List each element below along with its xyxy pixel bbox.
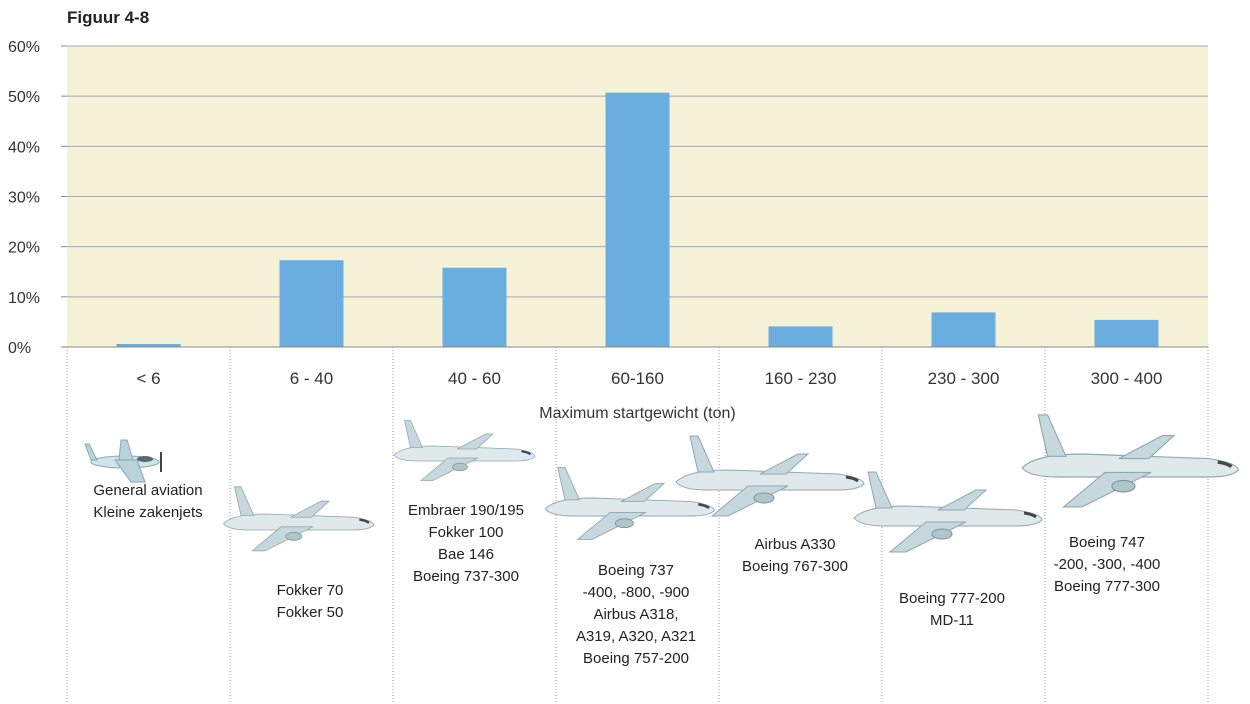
y-tick-label: 60% (8, 39, 40, 56)
y-tick-label: 10% (8, 290, 40, 307)
aircraft-description-line: Airbus A330 (754, 536, 836, 553)
aircraft-description-line: Boeing 747 (1069, 534, 1145, 551)
category-label: 160 - 230 (765, 369, 837, 388)
category-label: 6 - 40 (290, 369, 333, 388)
bar (605, 92, 670, 347)
aircraft-description-line: Boeing 777-300 (1054, 578, 1160, 595)
jumbo-jet-icon (1021, 414, 1239, 508)
aircraft-description-line: General aviation (93, 482, 203, 499)
bar (116, 343, 181, 347)
bar (442, 267, 507, 347)
aircraft-description-line: Boeing 777-200 (899, 590, 1005, 607)
aircraft-description: Boeing 737 -400, -800, -900 Airbus A318, A3… (576, 560, 696, 670)
x-axis (66, 346, 1209, 704)
aircraft-description: Boeing 777-200 MD-11 (899, 588, 1005, 632)
category-label: 300 - 400 (1091, 369, 1163, 388)
x-axis-label: Maximum startgewicht (ton) (539, 405, 736, 422)
aircraft-description-line: Fokker 50 (276, 604, 344, 621)
aircraft-description-line: Kleine zakenjets (93, 504, 203, 521)
bars (116, 92, 1159, 347)
small-prop-plane-icon (84, 439, 162, 483)
category-label: 230 - 300 (928, 369, 1000, 388)
aircraft-description-line: -400, -800, -900 (582, 584, 690, 601)
aircraft-description-line: Fokker 100 (428, 524, 504, 541)
bar (279, 260, 344, 347)
category-label: 40 - 60 (448, 369, 501, 388)
category-label: 60-160 (611, 369, 664, 388)
bar (768, 326, 833, 347)
aircraft-description: Embraer 190/195 Fokker 100 Bae 146 Boeing 7… (408, 500, 524, 588)
aircraft-description-line: Boeing 737 (598, 562, 674, 579)
category-label: < 6 (136, 369, 160, 388)
aircraft-description-line: Bae 146 (438, 546, 494, 563)
y-tick-label: 0% (8, 340, 31, 357)
aircraft-description-line: Boeing 737-300 (413, 568, 519, 585)
aircraft-description-line: A319, A320, A321 (575, 628, 697, 645)
y-tick-label: 20% (8, 240, 40, 257)
y-axis-ticks: 0% 10% 20% 30% 40% 50% 60% (8, 39, 67, 357)
bar (1094, 319, 1159, 347)
aircraft-description: Fokker 70 Fokker 50 (277, 580, 344, 624)
widebody-jet-icon (675, 435, 865, 517)
aircraft-description-line: MD-11 (930, 612, 974, 629)
aircraft-description-line: Airbus A318, (593, 606, 679, 623)
aircraft-description: Boeing 747 -200, -300, -400 Boeing 777-300 (1054, 532, 1161, 598)
regional-jet-icon (222, 486, 375, 552)
y-tick-label: 50% (8, 89, 40, 106)
aircraft-description-line: Embraer 190/195 (408, 502, 524, 519)
bar (931, 312, 996, 347)
aircraft-description-line: Fokker 70 (276, 582, 344, 599)
y-tick-label: 30% (8, 190, 40, 207)
aircraft-description-line: Boeing 757-200 (583, 650, 689, 667)
aircraft-description: General aviation Kleine zakenjets (93, 480, 202, 524)
narrowbody-jet-icon (393, 420, 536, 481)
widebody-jet-icon (853, 471, 1043, 553)
y-tick-label: 40% (8, 139, 40, 156)
aircraft-description-line: -200, -300, -400 (1053, 556, 1161, 573)
figure-title: Figuur 4-8 (67, 8, 150, 27)
aircraft-description: Airbus A330 Boeing 767-300 (742, 534, 848, 578)
category-labels: < 6 6 - 40 40 - 60 60-160 160 - 230 230 - 300… (136, 369, 1162, 388)
narrowbody-jet-icon (544, 466, 715, 540)
aircraft-description-line: Boeing 767-300 (742, 558, 848, 575)
